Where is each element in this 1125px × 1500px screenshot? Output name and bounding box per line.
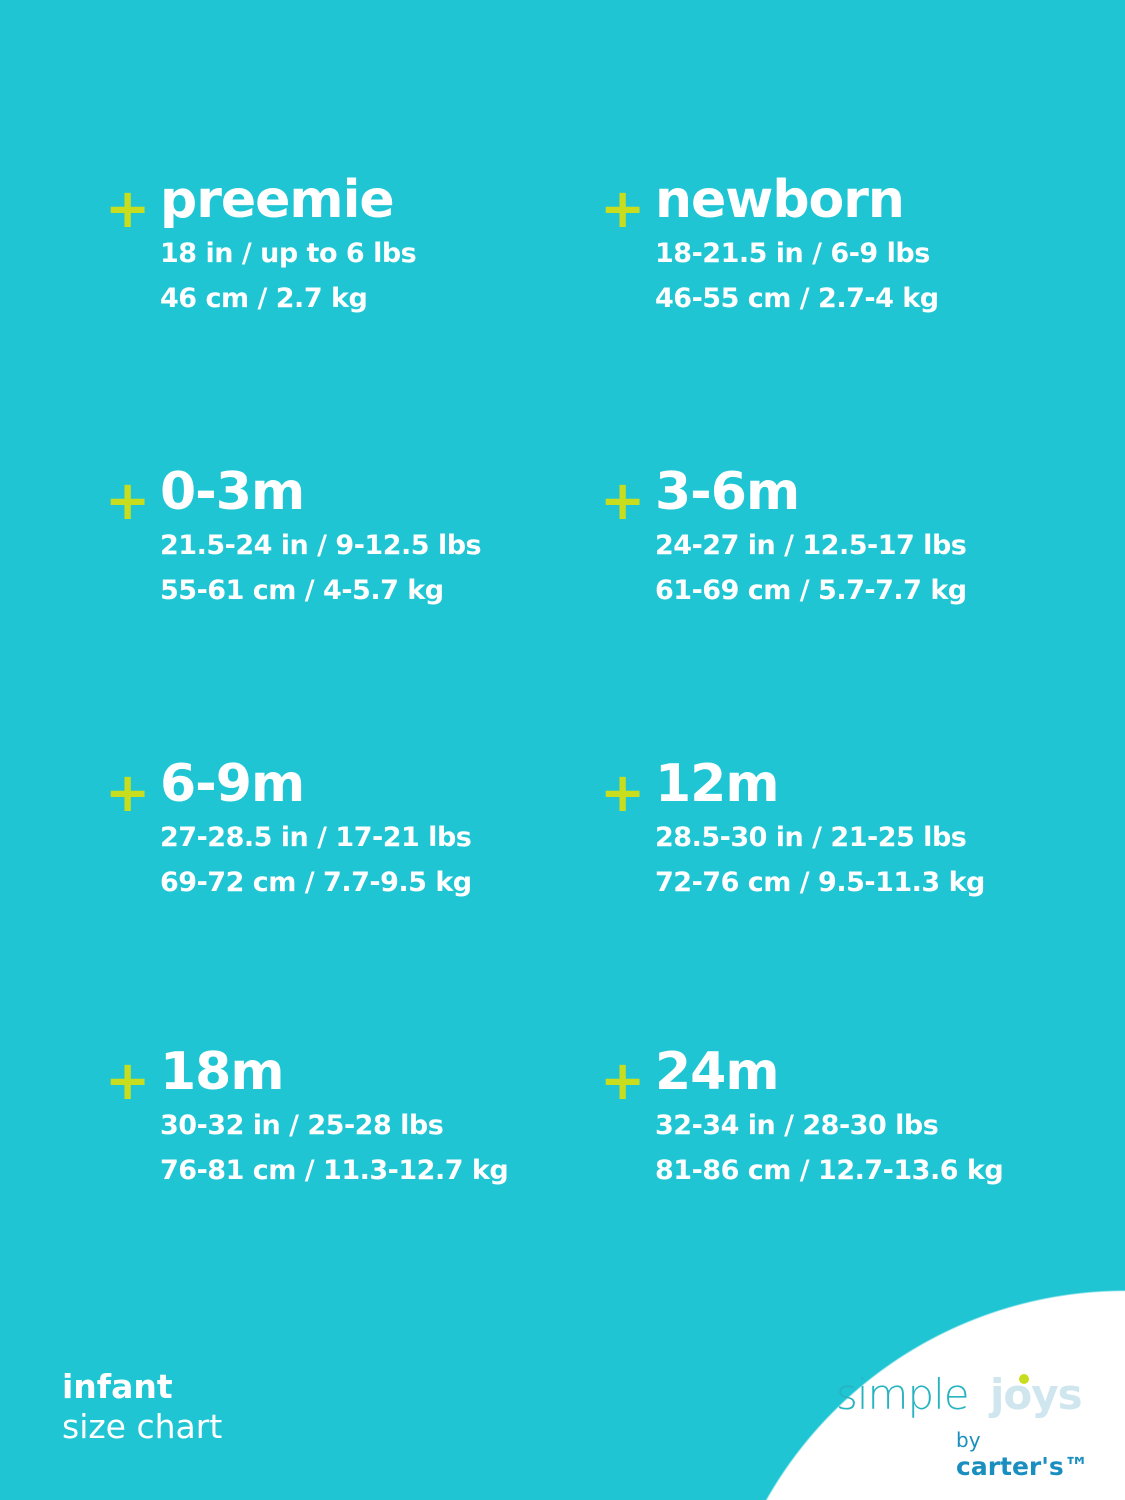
- logo-brand: carter's™: [956, 1452, 1089, 1481]
- size-imperial: 18-21.5 in / 6-9 lbs: [655, 238, 930, 269]
- size-metric: 76-81 cm / 11.3-12.7 kg: [160, 1155, 509, 1186]
- size-imperial: 32-34 in / 28-30 lbs: [655, 1110, 939, 1141]
- plus-icon: +: [600, 177, 646, 240]
- size-label: 24m: [655, 1042, 780, 1102]
- logo-dot-icon: [1019, 1374, 1029, 1384]
- chart-caption: infant size chart: [62, 1367, 222, 1447]
- size-label: 3-6m: [655, 462, 800, 522]
- plus-icon: +: [600, 469, 646, 532]
- size-label: 0-3m: [160, 462, 305, 522]
- size-metric: 72-76 cm / 9.5-11.3 kg: [655, 867, 985, 898]
- plus-icon: +: [600, 1049, 646, 1112]
- plus-icon: +: [600, 761, 646, 824]
- size-label: newborn: [655, 170, 905, 230]
- plus-icon: +: [105, 761, 151, 824]
- size-metric: 55-61 cm / 4-5.7 kg: [160, 575, 444, 606]
- plus-icon: +: [105, 1049, 151, 1112]
- logo-simple: simple: [836, 1370, 970, 1419]
- plus-icon: +: [105, 177, 151, 240]
- size-label: 6-9m: [160, 754, 305, 814]
- size-imperial: 27-28.5 in / 17-21 lbs: [160, 822, 472, 853]
- logo-joys: joys: [990, 1370, 1083, 1419]
- size-imperial: 24-27 in / 12.5-17 lbs: [655, 530, 967, 561]
- size-imperial: 18 in / up to 6 lbs: [160, 238, 417, 269]
- size-metric: 69-72 cm / 7.7-9.5 kg: [160, 867, 472, 898]
- size-metric: 81-86 cm / 12.7-13.6 kg: [655, 1155, 1004, 1186]
- size-metric: 46 cm / 2.7 kg: [160, 283, 368, 314]
- caption-bold: infant: [62, 1367, 173, 1406]
- size-imperial: 28.5-30 in / 21-25 lbs: [655, 822, 967, 853]
- logo-backdrop: [712, 1290, 1125, 1500]
- size-imperial: 21.5-24 in / 9-12.5 lbs: [160, 530, 482, 561]
- simple-joys-logo: simple joys by carter's™: [836, 1370, 1096, 1481]
- size-label: 12m: [655, 754, 780, 814]
- size-label: preemie: [160, 170, 395, 230]
- size-metric: 46-55 cm / 2.7-4 kg: [655, 283, 939, 314]
- caption-regular: size chart: [62, 1407, 223, 1446]
- logo-by-text: by: [956, 1428, 981, 1452]
- size-label: 18m: [160, 1042, 285, 1102]
- plus-icon: +: [105, 469, 151, 532]
- size-metric: 61-69 cm / 5.7-7.7 kg: [655, 575, 967, 606]
- logo-by: by carter's™: [956, 1428, 1096, 1481]
- size-imperial: 30-32 in / 25-28 lbs: [160, 1110, 444, 1141]
